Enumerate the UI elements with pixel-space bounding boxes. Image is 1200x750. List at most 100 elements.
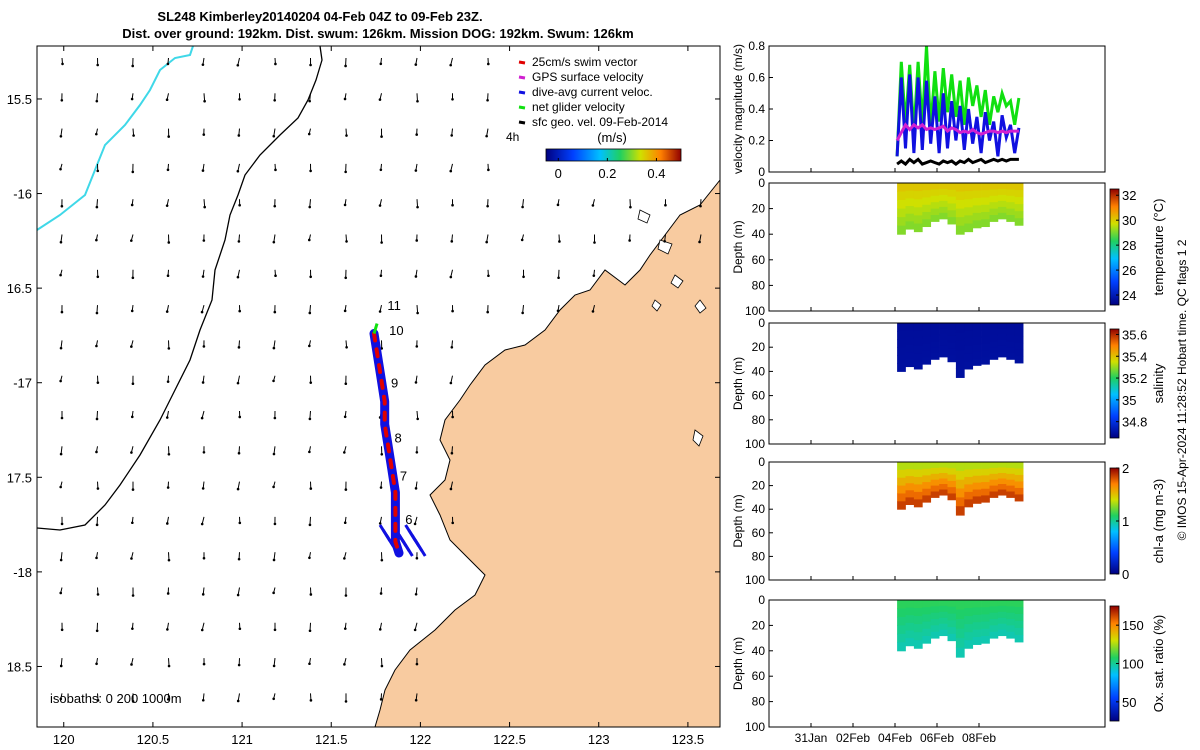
heatmap-cell (955, 200, 965, 210)
geo-velocity-arrowhead (415, 556, 419, 560)
heatmap-cell (905, 630, 915, 639)
geo-velocity-arrowhead (166, 698, 170, 701)
heatmap-cell (922, 212, 932, 220)
heatmap-cell (989, 183, 999, 190)
colorbar-label: chl-a (mg m-3) (1151, 479, 1166, 564)
heatmap-cell (939, 484, 948, 491)
geo-velocity-arrowhead (307, 238, 311, 242)
heatmap-cell (981, 495, 990, 503)
heatmap-cell (989, 341, 999, 348)
day-label: 7 (400, 468, 407, 483)
heatmap-cell (930, 335, 940, 342)
heatmap-cell (939, 617, 948, 625)
heatmap-cell (972, 183, 982, 191)
geo-velocity-arrow (735, 199, 736, 207)
depth-y-tick-label: 60 (752, 253, 766, 267)
legend-swatch (518, 120, 526, 125)
geo-velocity-arrowhead (201, 735, 204, 738)
colorbar-tick-label: 0 (555, 166, 562, 181)
geo-velocity-arrowhead (308, 523, 312, 527)
geo-velocity-arrowhead (380, 664, 384, 668)
geo-velocity-arrowhead (131, 276, 135, 280)
depth-y-tick-label: 20 (752, 202, 766, 216)
geo-velocity-arrowhead (308, 344, 311, 348)
geo-velocity-arrowhead (238, 627, 242, 631)
geo-velocity-arrowhead (379, 592, 383, 595)
geo-velocity-arrow (96, 199, 98, 208)
geo-velocity-arrowhead (378, 204, 382, 207)
geo-velocity-arrowhead (272, 240, 276, 244)
heatmap-cell (1014, 613, 1024, 622)
heatmap-cell (897, 323, 906, 332)
lat-tick-label: -16 (13, 187, 32, 202)
depth-y-tick-label: 60 (752, 389, 766, 403)
geo-velocity-arrowhead (59, 134, 63, 138)
geo-velocity-arrowhead (59, 167, 62, 171)
geo-velocity-arrowhead (343, 627, 347, 630)
velocity-series-line (896, 157, 1019, 167)
geo-velocity-arrowhead (236, 487, 240, 491)
title-line-2: Dist. over ground: 192km. Dist. swum: 12… (122, 26, 634, 41)
geo-velocity-arrowhead (380, 135, 383, 138)
geo-velocity-arrowhead (167, 347, 171, 350)
heatmap-cell (905, 183, 915, 192)
heatmap-cell (1006, 215, 1016, 222)
heatmap-cell (913, 353, 923, 362)
depth-y-tick-label: 0 (758, 316, 765, 330)
geo-velocity-arrowhead (166, 380, 170, 383)
heatmap-cell (964, 632, 974, 641)
geo-velocity-arrowhead (130, 663, 133, 666)
heatmap-cell (981, 614, 990, 623)
dive-avg-current-vector (388, 539, 401, 557)
heatmap-cell (930, 462, 940, 469)
heatmap-cell (922, 621, 932, 630)
geo-velocity-arrowhead (309, 593, 313, 596)
heatmap-cell (1014, 474, 1024, 482)
heatmap-cell (964, 353, 974, 362)
heatmap-cell (930, 606, 940, 614)
depth-y-tick-label: 0 (758, 455, 765, 469)
geo-velocity-arrowhead (308, 450, 311, 454)
geo-velocity-arrowhead (166, 522, 169, 525)
geo-velocity-arrowhead (414, 698, 418, 702)
geo-velocity-arrowhead (591, 310, 595, 313)
geo-velocity-arrowhead (379, 62, 383, 66)
geo-velocity-arrowhead (202, 450, 206, 454)
lon-tick-label: 123 (588, 732, 610, 747)
heatmap-cell (922, 197, 932, 206)
speed-colorbar (545, 148, 682, 162)
geo-velocity-arrowhead (628, 239, 631, 242)
geo-velocity-arrowhead (378, 628, 382, 631)
colorbar-tick-label: 35.4 (1122, 349, 1147, 364)
geo-velocity-arrowhead (131, 64, 135, 68)
heatmap-cell (913, 361, 923, 370)
heatmap-cell (1014, 620, 1024, 629)
geo-velocity-arrowhead (450, 451, 454, 455)
geo-velocity-arrowhead (131, 627, 134, 630)
heatmap-cell (939, 611, 948, 619)
heatmap-cell (947, 189, 957, 198)
geo-velocity-arrowhead (379, 168, 383, 172)
heatmap-cell (972, 358, 982, 366)
heatmap-cell (997, 334, 1007, 341)
geo-velocity-arrow (309, 93, 311, 102)
geo-velocity-arrowhead (379, 698, 383, 701)
geo-velocity-arrowhead (487, 62, 490, 66)
heatmap-cell (981, 219, 990, 228)
geo-velocity-arrowhead (167, 664, 171, 668)
heatmap-cell (989, 329, 999, 336)
heatmap-cell (955, 208, 965, 218)
geo-velocity-arrowhead (414, 63, 418, 66)
heatmap-cell (955, 183, 965, 193)
geo-velocity-arrowhead (201, 169, 205, 172)
heatmap-cell (939, 206, 948, 214)
heatmap-cell (1014, 336, 1024, 344)
geo-velocity-arrowhead (380, 241, 383, 244)
geo-velocity-arrow (60, 340, 63, 349)
geo-velocity-arrowhead (273, 522, 277, 526)
geo-velocity-arrowhead (200, 522, 204, 526)
geo-velocity-arrowhead (343, 415, 347, 419)
geo-velocity-arrowhead (59, 485, 62, 489)
geo-velocity-arrowhead (343, 451, 346, 454)
geo-velocity-arrow (273, 658, 276, 666)
